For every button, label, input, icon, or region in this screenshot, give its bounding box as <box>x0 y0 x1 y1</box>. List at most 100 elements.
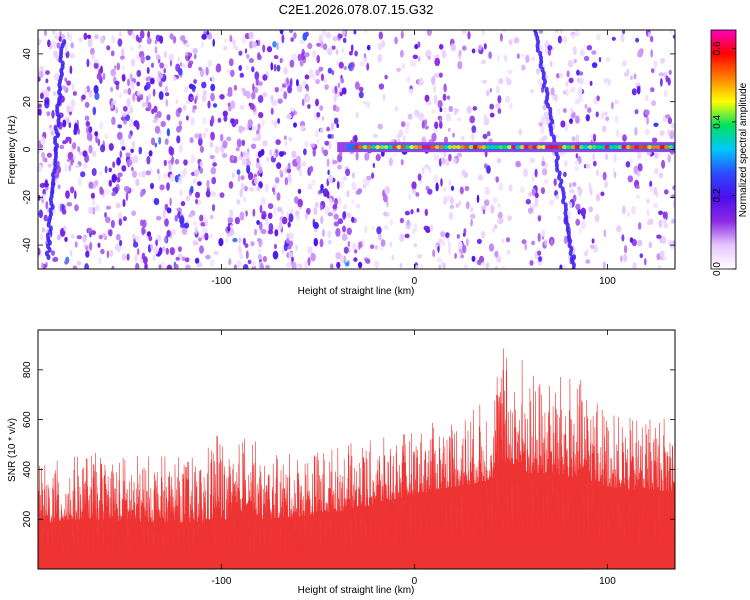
heatmap-cell <box>662 256 667 261</box>
heatmap-cell <box>64 236 68 242</box>
heatmap-cell <box>166 207 172 214</box>
heatmap-cell <box>141 102 146 108</box>
heatmap-cell <box>326 158 330 167</box>
heatmap-cell <box>538 256 542 262</box>
heatmap-cell <box>156 111 162 118</box>
heatmap-cell <box>108 229 113 237</box>
heatmap-cell <box>647 31 651 39</box>
heatmap-cell <box>309 165 314 173</box>
heatmap-cell <box>104 189 111 195</box>
heatmap-cell <box>125 114 131 122</box>
heatmap-cell <box>346 212 352 219</box>
y-tick-label: 200 <box>22 510 33 527</box>
heatmap-cell <box>64 260 68 265</box>
heatmap-cell <box>140 190 143 198</box>
heatmap-cell <box>602 171 607 181</box>
carrier-cell <box>596 145 602 150</box>
heatmap-cell <box>129 107 133 113</box>
heatmap-cell <box>111 116 116 126</box>
heatmap-cell <box>99 188 105 195</box>
heatmap-cell <box>279 169 283 175</box>
heatmap-cell <box>471 133 475 141</box>
heatmap-cell <box>168 145 173 155</box>
heatmap-cell <box>47 163 52 168</box>
carrier-cell <box>413 145 419 150</box>
heatmap-cell <box>384 186 390 195</box>
snr-panel: -100 0 100 200 400 600 800 Height of straight… <box>7 329 676 596</box>
heatmap-cell <box>215 64 222 73</box>
heatmap-cell <box>429 224 434 232</box>
heatmap-cell <box>492 197 498 204</box>
heatmap-cell <box>633 73 637 80</box>
heatmap-cell <box>448 153 452 162</box>
heatmap-cell <box>265 264 270 269</box>
heatmap-cell <box>250 125 257 131</box>
heatmap-cell <box>596 33 601 41</box>
heatmap-cell <box>340 180 344 189</box>
heatmap-cell <box>163 50 168 59</box>
heatmap-cell <box>563 90 566 95</box>
heatmap-cell <box>580 207 586 217</box>
heatmap-cell <box>667 128 670 136</box>
carrier-cell <box>579 145 585 150</box>
heatmap-cell <box>95 204 100 212</box>
heatmap-cell <box>341 48 345 53</box>
heatmap-cell <box>314 201 319 208</box>
heatmap-cell <box>307 183 313 190</box>
heatmap-cell <box>272 187 275 193</box>
heatmap-cell <box>461 169 466 176</box>
y-tick-label: 0 <box>22 146 33 152</box>
heatmap-cell <box>272 250 279 260</box>
heatmap-cell <box>434 57 441 67</box>
heatmap-cell <box>455 203 459 208</box>
heatmap-streak-cell <box>53 135 58 142</box>
heatmap-cell <box>270 62 274 71</box>
heatmap-cell <box>40 136 46 146</box>
heatmap-cell <box>93 62 99 69</box>
heatmap-cell <box>121 146 126 151</box>
heatmap-cell <box>333 213 339 220</box>
heatmap-cell <box>317 138 320 144</box>
heatmap-cell <box>470 207 474 212</box>
heatmap-cell <box>135 178 140 186</box>
heatmap-cell <box>181 63 186 69</box>
heatmap-cell <box>571 33 576 39</box>
colorbar-label: Normalized spectral amplitude <box>738 82 749 217</box>
heatmap-cell <box>579 48 585 57</box>
heatmap-cell <box>665 75 669 83</box>
heatmap-cell <box>458 200 462 206</box>
heatmap-cell <box>94 92 100 101</box>
carrier-cell <box>472 145 478 150</box>
heatmap-cell <box>179 62 183 67</box>
carrier-cell <box>545 145 551 150</box>
heatmap-cell <box>406 219 410 226</box>
heatmap-cell <box>266 157 270 162</box>
heatmap-cell <box>355 203 361 209</box>
heatmap-cell <box>254 71 260 80</box>
heatmap-cell <box>152 254 156 261</box>
heatmap-cell <box>378 31 383 40</box>
carrier-cell <box>388 145 393 150</box>
heatmap-cell <box>363 30 369 33</box>
y-tick-label: 800 <box>22 361 33 378</box>
heatmap-cell <box>299 125 305 131</box>
heatmap-cell <box>549 60 553 67</box>
heatmap-cell <box>658 210 663 215</box>
heatmap-cell <box>262 140 268 147</box>
heatmap-cell <box>145 55 151 61</box>
heatmap-cell <box>433 153 440 161</box>
heatmap-cell <box>544 179 549 184</box>
heatmap-cell <box>122 88 129 95</box>
heatmap-cell <box>194 257 200 264</box>
heatmap-cell <box>447 127 451 132</box>
heatmap-cell <box>412 228 415 234</box>
heatmap-cell <box>155 239 159 247</box>
heatmap-cell <box>330 122 335 131</box>
x-tick-label: 0 <box>412 276 418 287</box>
heatmap-cell <box>175 256 181 261</box>
heatmap-cell <box>38 149 41 154</box>
heatmap-cell <box>377 123 383 130</box>
heatmap-cell <box>296 214 301 221</box>
heatmap-cell <box>584 104 588 109</box>
heatmap-cell <box>559 30 563 35</box>
